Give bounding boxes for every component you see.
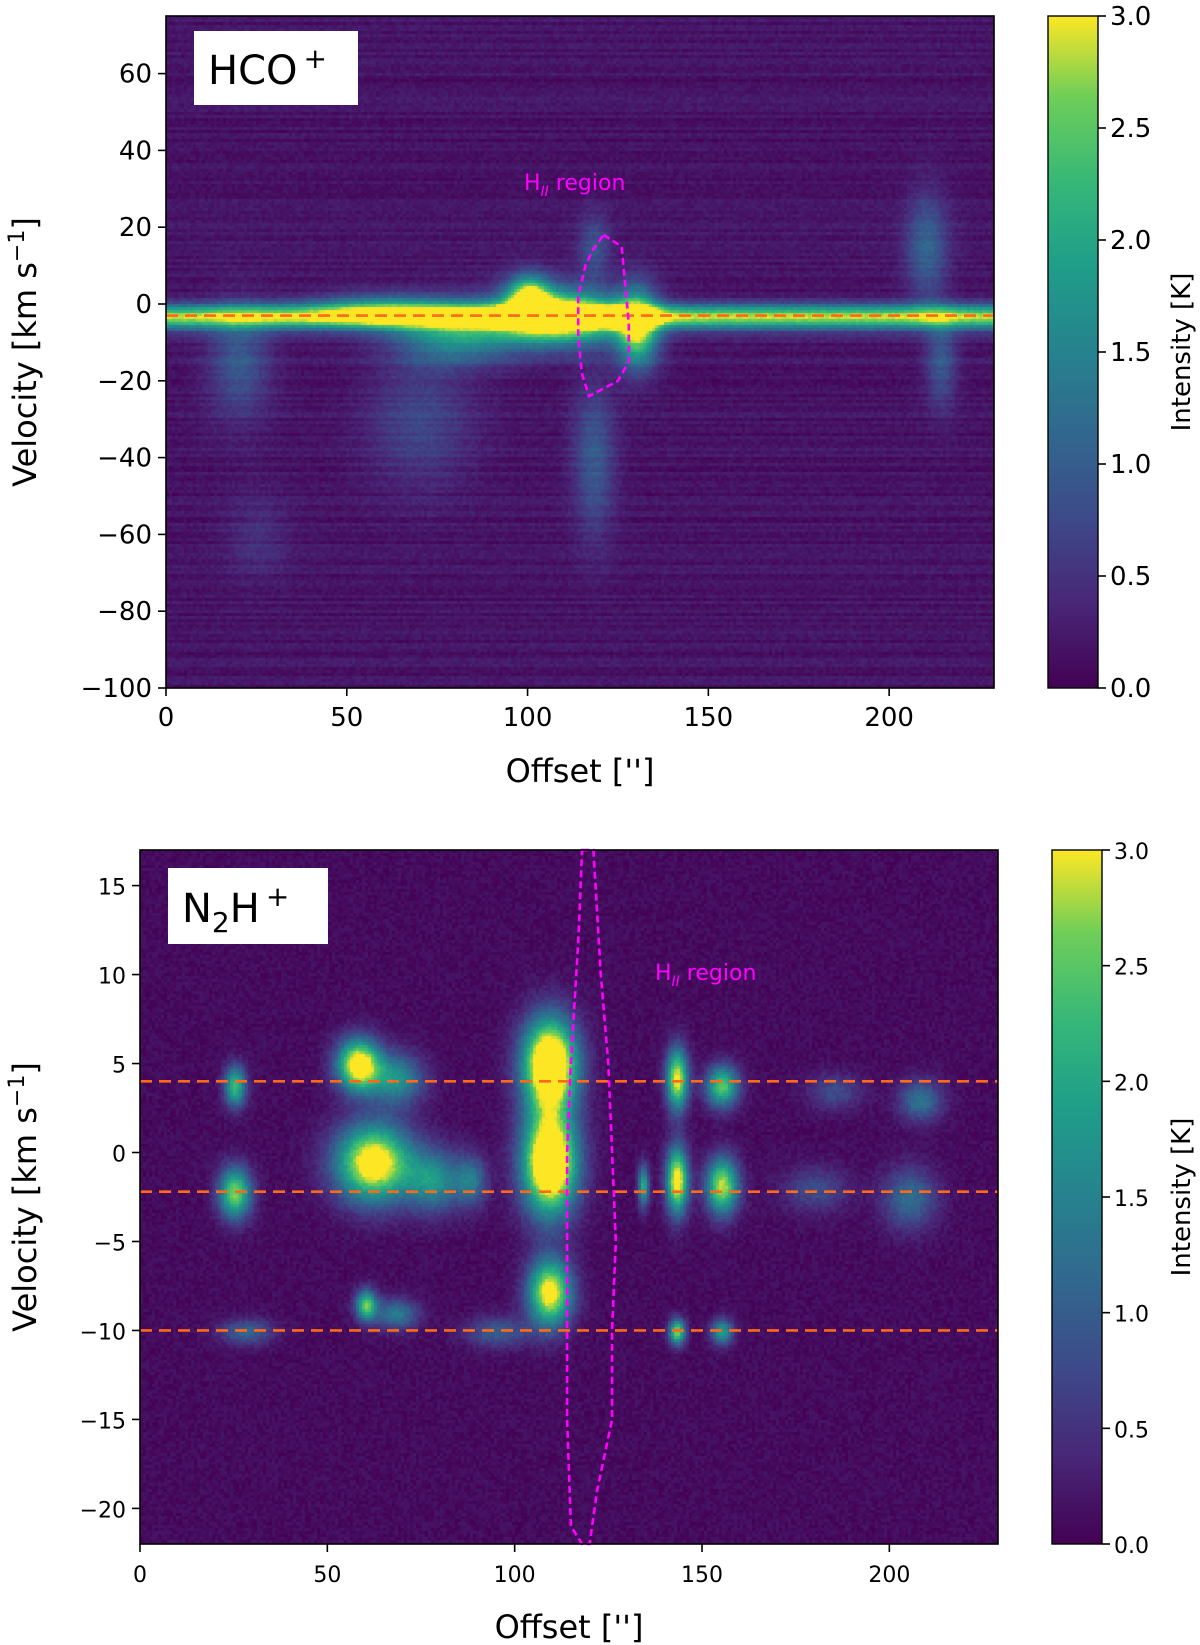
- top-axes-frame: [165, 15, 995, 689]
- bottom-panel: 0 50 100 150 200 −20 −15 −10 −5 0 5 10 15 N2H + HII …: [5, 840, 1197, 1645]
- bottom-colorbar-tick-label: 3.0: [1114, 840, 1149, 865]
- top-x-axis-label: Offset ['']: [506, 752, 655, 790]
- top-y-tick-label: −20: [97, 367, 152, 397]
- bottom-y-ticks: −20 −15 −10 −5 0 5 10 15: [80, 876, 140, 1523]
- top-y-tick-label: −60: [97, 520, 152, 550]
- bottom-y-tick-label: −5: [94, 1231, 126, 1256]
- bottom-y-tick-label: 15: [98, 876, 126, 901]
- bottom-x-tick-label: 200: [868, 1563, 910, 1588]
- top-colorbar-tick-label: 0.5: [1110, 562, 1151, 592]
- bottom-overlay: [140, 848, 998, 1546]
- top-colorbar-tick-label: 0.0: [1110, 674, 1151, 704]
- top-y-axis-label: Velocity [km s−1]: [5, 217, 44, 487]
- bottom-x-axis-label: Offset ['']: [495, 1608, 644, 1645]
- bottom-x-ticks: 0 50 100 150 200: [133, 1544, 910, 1588]
- top-y-tick-label: 40: [119, 136, 152, 166]
- bottom-colorbar-tick-label: 1.0: [1114, 1303, 1149, 1328]
- bottom-y-tick-label: −15: [80, 1409, 126, 1434]
- top-x-tick-label: 0: [158, 703, 175, 733]
- top-hii-label: HII region: [524, 171, 625, 200]
- top-colorbar-tick-label: 2.0: [1110, 226, 1151, 256]
- top-molecule-box: [194, 31, 358, 105]
- top-molecule-label: HCO +: [208, 42, 327, 94]
- bottom-hii-label: HII region: [655, 961, 756, 990]
- bottom-colorbar-tick-label: 2.5: [1114, 956, 1149, 981]
- bottom-molecule-box: [168, 868, 328, 944]
- bottom-x-tick-label: 50: [313, 1563, 341, 1588]
- top-x-tick-label: 50: [330, 703, 363, 733]
- bottom-colorbar-label: Intensity [K]: [1167, 1118, 1197, 1277]
- bottom-y-tick-label: 0: [112, 1143, 126, 1168]
- bottom-colorbar-tick-label: 0.5: [1114, 1418, 1149, 1443]
- bottom-colorbar-tick-label: 1.5: [1114, 1187, 1149, 1212]
- bottom-x-tick-label: 100: [494, 1563, 536, 1588]
- top-colorbar-ticks: 0.0 0.5 1.0 1.5 2.0 2.5 3.0: [1098, 2, 1151, 704]
- bottom-colorbar-tick-label: 0.0: [1114, 1534, 1149, 1559]
- bottom-y-tick-label: −10: [80, 1320, 126, 1345]
- top-y-tick-label: −40: [97, 444, 152, 474]
- bottom-x-tick-label: 0: [133, 1563, 147, 1588]
- bottom-colorbar-ticks: 0.0 0.5 1.0 1.5 2.0 2.5 3.0: [1102, 840, 1149, 1559]
- bottom-y-axis-label: Velocity [km s−1]: [5, 1062, 44, 1332]
- top-colorbar-tick-label: 1.0: [1110, 450, 1151, 480]
- bottom-x-tick-label: 150: [681, 1563, 723, 1588]
- top-y-ticks: −100 −80 −60 −40 −20 0 20 40 60: [81, 60, 166, 704]
- top-colorbar-tick-label: 3.0: [1110, 2, 1151, 32]
- top-overlay: [166, 233, 994, 399]
- top-colorbar-tick-label: 2.5: [1110, 114, 1151, 144]
- top-colorbar-tick-label: 1.5: [1110, 338, 1151, 368]
- bottom-colorbar: [1051, 849, 1103, 1545]
- top-panel: 0 50 100 150 200 −100 −80 −60 −40 −20 0 20 40 60 HCO…: [5, 2, 1197, 790]
- top-x-ticks: 0 50 100 150 200: [158, 688, 914, 733]
- top-x-tick-label: 100: [503, 703, 553, 733]
- bottom-y-tick-label: 10: [98, 965, 126, 990]
- top-colorbar-label: Intensity [K]: [1167, 273, 1197, 432]
- top-colorbar: [1047, 15, 1099, 689]
- bottom-hii-contour: [565, 848, 618, 1546]
- top-x-tick-label: 150: [684, 703, 734, 733]
- bottom-axes-frame: [139, 849, 999, 1545]
- top-y-tick-label: −100: [81, 674, 152, 704]
- top-y-tick-label: 60: [119, 60, 152, 90]
- bottom-y-tick-label: −20: [80, 1498, 126, 1523]
- bottom-y-tick-label: 5: [112, 1054, 126, 1079]
- bottom-heatmap: [140, 850, 998, 1544]
- bottom-molecule-label: N2H +: [182, 880, 289, 939]
- top-x-tick-label: 200: [864, 703, 914, 733]
- top-y-tick-label: −80: [97, 597, 152, 627]
- top-y-tick-label: 0: [135, 290, 152, 320]
- bottom-colorbar-tick-label: 2.0: [1114, 1071, 1149, 1096]
- top-y-tick-label: 20: [119, 213, 152, 243]
- top-hii-contour: [576, 233, 631, 399]
